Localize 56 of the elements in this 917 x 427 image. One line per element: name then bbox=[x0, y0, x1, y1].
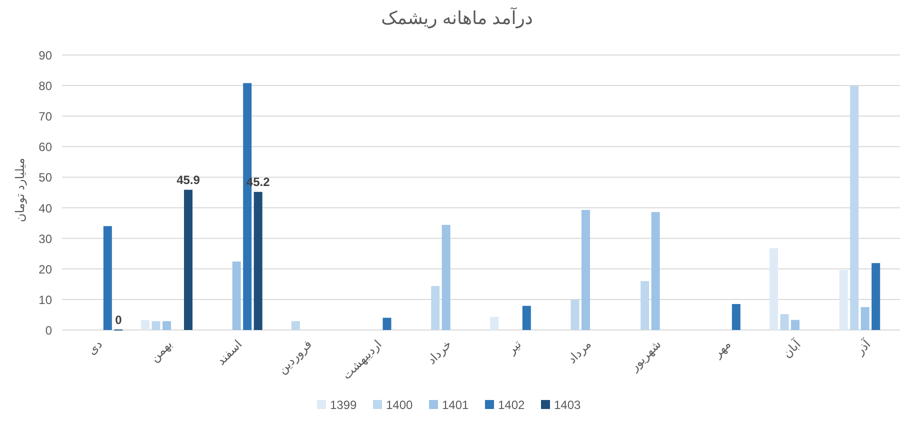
legend-label: 1400 bbox=[386, 398, 414, 412]
y-tick-label: 90 bbox=[38, 48, 52, 62]
x-tick-label: آبان bbox=[779, 336, 804, 361]
x-tick-label: فروردین bbox=[275, 337, 315, 377]
y-tick-label: 40 bbox=[38, 201, 52, 216]
x-tick-label: آذر bbox=[852, 336, 874, 358]
bar bbox=[184, 190, 192, 330]
bar bbox=[442, 224, 450, 330]
x-tick-label: تیر bbox=[504, 337, 524, 358]
bar bbox=[640, 281, 650, 330]
bar bbox=[232, 262, 241, 330]
y-tick-label: 50 bbox=[38, 170, 52, 185]
y-tick-label: 10 bbox=[38, 292, 52, 307]
x-tick-label: اسفند bbox=[214, 337, 245, 368]
y-tick-label: 20 bbox=[38, 262, 52, 276]
bar bbox=[582, 210, 590, 330]
x-tick-label: خرداد bbox=[424, 337, 454, 367]
bar bbox=[431, 286, 440, 330]
bar bbox=[780, 314, 789, 330]
bar bbox=[490, 316, 499, 330]
bar bbox=[291, 321, 300, 330]
bar bbox=[850, 86, 859, 330]
y-tick-label: 0 bbox=[45, 324, 52, 338]
bar bbox=[382, 318, 392, 330]
x-tick-label: مرداد bbox=[564, 337, 594, 366]
x-tick-label: بهمن bbox=[147, 337, 175, 365]
bar bbox=[770, 248, 778, 330]
legend-label: 1401 bbox=[442, 398, 470, 412]
bar bbox=[872, 263, 880, 330]
bar bbox=[522, 306, 531, 330]
bar bbox=[860, 307, 870, 330]
title: درآمد ماهانه ریشمک bbox=[381, 8, 533, 28]
y-tick-label: 30 bbox=[38, 232, 52, 246]
x-tick-label: شهریور bbox=[626, 337, 664, 374]
bar bbox=[103, 226, 112, 330]
data-label: 45.9 bbox=[176, 172, 200, 187]
y-tick-label: 70 bbox=[38, 110, 52, 124]
bar bbox=[162, 321, 171, 330]
legend-label: 1402 bbox=[498, 398, 526, 412]
y-tick-label: 60 bbox=[38, 140, 52, 154]
bar bbox=[839, 270, 848, 330]
legend-label: 1403 bbox=[554, 398, 582, 412]
bar bbox=[152, 321, 160, 330]
bar bbox=[570, 300, 580, 330]
bar bbox=[651, 212, 660, 330]
data-label: 0 bbox=[115, 313, 122, 327]
bar bbox=[141, 320, 150, 330]
y-axis-title: میلیارد تومان bbox=[13, 158, 27, 222]
bar bbox=[791, 320, 800, 330]
bar bbox=[254, 192, 262, 330]
y-tick-label: 80 bbox=[38, 79, 52, 94]
x-tick-label: اردیبهشت bbox=[340, 337, 384, 382]
bar bbox=[732, 304, 740, 330]
x-tick-label: مهر bbox=[710, 337, 734, 361]
legend-label: 1399 bbox=[330, 398, 358, 412]
x-tick-label: دی bbox=[84, 337, 106, 358]
